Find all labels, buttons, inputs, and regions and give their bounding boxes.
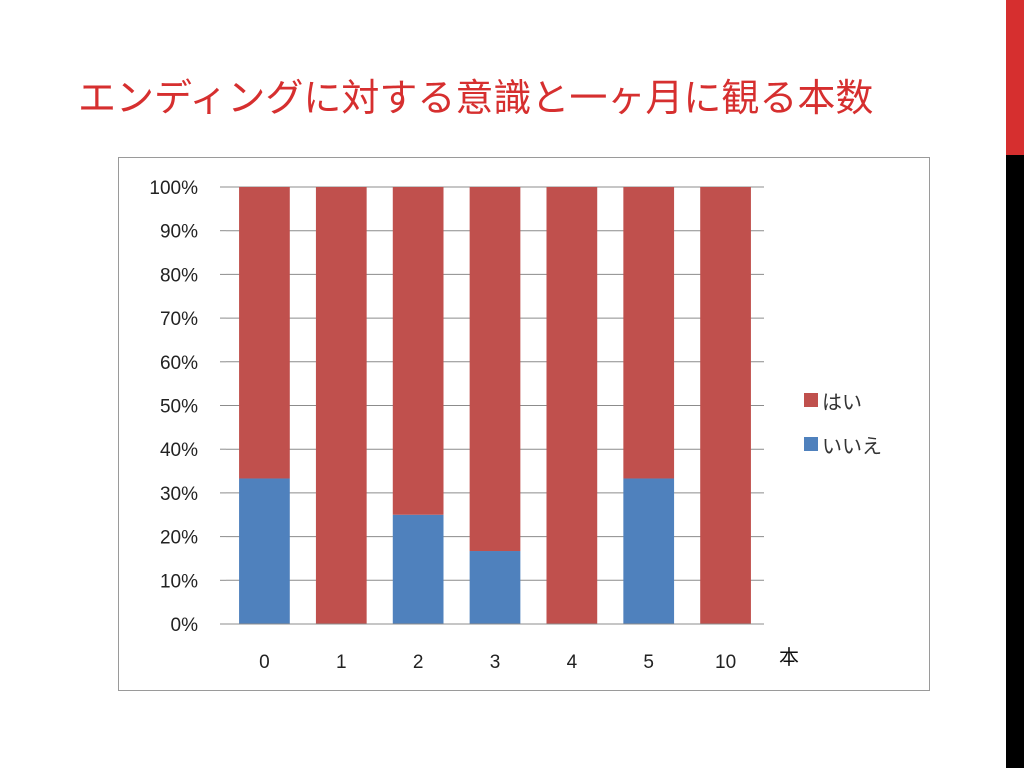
bar-segment xyxy=(392,187,444,515)
legend-swatch-no xyxy=(804,437,818,451)
bar-segment xyxy=(623,478,675,624)
x-tick-label: 10 xyxy=(715,652,736,673)
y-tick-label: 90% xyxy=(160,222,198,243)
x-tick-label: 2 xyxy=(413,652,424,673)
y-tick-label: 20% xyxy=(160,528,198,549)
legend-label-yes: はい xyxy=(822,389,862,414)
bar-segment xyxy=(239,478,290,624)
y-tick-label: 70% xyxy=(160,309,198,330)
legend: はい いいえ xyxy=(804,387,924,475)
y-tick-label: 60% xyxy=(160,353,198,374)
bar-segment xyxy=(469,551,521,624)
x-tick-label: 4 xyxy=(567,652,578,673)
bar-segment xyxy=(469,187,521,552)
bar-segment xyxy=(392,514,444,624)
bar-segment xyxy=(315,187,367,624)
slide-title: エンディングに対する意識と一ヶ月に観る本数 xyxy=(78,76,874,120)
side-dark-bar xyxy=(1006,155,1024,768)
x-tick-label: 0 xyxy=(259,652,270,673)
y-tick-label: 0% xyxy=(171,615,199,636)
legend-label-no: いいえ xyxy=(822,433,882,458)
legend-item-no: いいえ xyxy=(804,431,924,458)
x-tick-label: 3 xyxy=(490,652,501,673)
y-tick-label: 10% xyxy=(160,571,198,592)
side-accent-bar xyxy=(1006,0,1024,155)
bar-segment xyxy=(623,187,675,479)
bar-segment xyxy=(546,187,598,624)
legend-item-yes: はい xyxy=(804,387,924,414)
y-axis-ticks: 0% 10% 20% 30% 40% 50% 60% 70% 80% 90% 100% xyxy=(149,178,198,636)
bar-segment xyxy=(700,187,751,624)
x-tick-label: 1 xyxy=(336,652,347,673)
legend-swatch-yes xyxy=(804,393,818,407)
y-tick-label: 80% xyxy=(160,265,198,286)
y-tick-label: 40% xyxy=(160,440,198,461)
x-tick-label: 5 xyxy=(643,652,654,673)
x-axis-ticks: 0 1 2 3 4 5 10 xyxy=(259,652,736,673)
bars xyxy=(239,187,751,624)
bar-segment xyxy=(239,187,290,479)
y-tick-label: 100% xyxy=(149,178,198,199)
y-tick-label: 30% xyxy=(160,484,198,505)
x-axis-unit-label: 本 xyxy=(779,645,799,669)
y-tick-label: 50% xyxy=(160,397,198,418)
